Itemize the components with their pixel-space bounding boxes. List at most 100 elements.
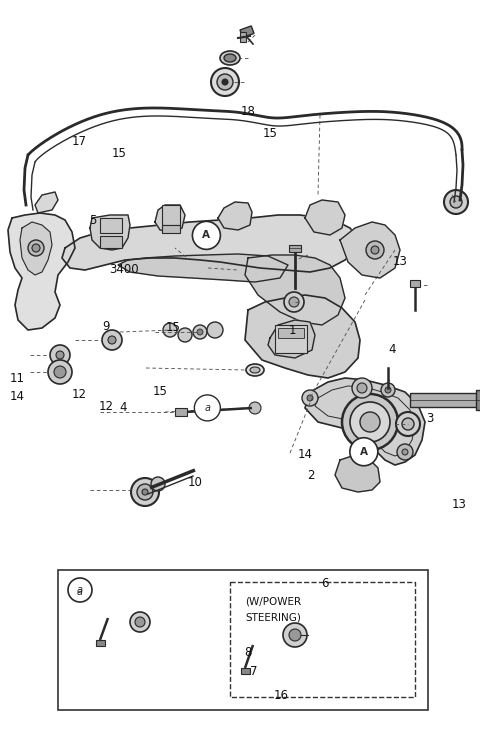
Circle shape [56, 351, 64, 359]
Circle shape [357, 383, 367, 393]
Circle shape [352, 378, 372, 398]
Bar [175, 408, 187, 416]
Ellipse shape [224, 54, 236, 62]
Polygon shape [305, 200, 345, 235]
Text: a: a [204, 403, 210, 413]
Text: 13: 13 [393, 255, 408, 268]
Text: 9: 9 [102, 319, 109, 333]
Circle shape [192, 221, 220, 249]
Circle shape [28, 240, 44, 256]
Text: 5: 5 [89, 214, 96, 227]
Bar [410, 280, 420, 287]
Bar [476, 390, 480, 410]
Text: 15: 15 [153, 385, 168, 398]
Text: 12: 12 [98, 400, 113, 413]
Circle shape [397, 444, 413, 460]
Polygon shape [90, 215, 130, 250]
Text: 14: 14 [298, 448, 312, 461]
Polygon shape [62, 215, 358, 272]
Circle shape [222, 79, 228, 85]
Text: 4: 4 [389, 343, 396, 356]
Circle shape [54, 366, 66, 378]
Circle shape [249, 402, 261, 414]
Circle shape [32, 244, 40, 252]
Circle shape [193, 325, 207, 339]
Bar [162, 225, 180, 233]
Text: 16: 16 [274, 689, 288, 702]
Bar [410, 393, 480, 407]
Polygon shape [118, 254, 288, 282]
Ellipse shape [220, 51, 240, 65]
Polygon shape [245, 255, 345, 325]
Circle shape [342, 394, 398, 450]
Circle shape [396, 412, 420, 436]
Circle shape [385, 387, 391, 393]
Bar [289, 245, 301, 252]
Text: 8: 8 [244, 645, 251, 659]
Bar [162, 205, 180, 225]
Text: 17: 17 [72, 135, 87, 148]
Polygon shape [340, 222, 400, 278]
Circle shape [284, 332, 300, 348]
Text: 15: 15 [263, 126, 278, 140]
Circle shape [302, 390, 318, 406]
Text: 7: 7 [250, 664, 257, 678]
Circle shape [402, 418, 414, 430]
Circle shape [371, 246, 379, 254]
Text: 15: 15 [111, 147, 126, 160]
Polygon shape [8, 213, 75, 330]
Circle shape [350, 402, 390, 442]
Bar [58, 570, 428, 710]
Text: A: A [360, 447, 368, 457]
Circle shape [360, 412, 380, 432]
Circle shape [163, 323, 177, 337]
Circle shape [381, 383, 395, 397]
Circle shape [151, 477, 165, 491]
Circle shape [283, 623, 307, 647]
Bar [240, 26, 254, 37]
Circle shape [211, 68, 239, 96]
Polygon shape [35, 192, 58, 213]
Circle shape [350, 438, 378, 466]
Polygon shape [335, 455, 380, 492]
Text: (W/POWER: (W/POWER [245, 597, 301, 607]
Circle shape [131, 478, 159, 506]
Polygon shape [268, 320, 315, 358]
Circle shape [307, 395, 313, 401]
Circle shape [68, 578, 92, 602]
Text: 10: 10 [187, 476, 202, 489]
Text: 18: 18 [241, 105, 256, 118]
Text: 14: 14 [10, 390, 24, 404]
Bar [100, 236, 122, 248]
Bar [96, 640, 105, 646]
Bar [241, 668, 250, 674]
Circle shape [48, 360, 72, 384]
Polygon shape [155, 205, 185, 232]
Circle shape [450, 196, 462, 208]
Polygon shape [305, 378, 425, 465]
Circle shape [366, 241, 384, 259]
Bar [240, 32, 246, 42]
Ellipse shape [250, 367, 260, 373]
Circle shape [194, 395, 220, 421]
Text: a: a [77, 587, 83, 597]
Bar [230, 582, 415, 697]
Text: 4: 4 [119, 401, 127, 414]
Circle shape [207, 322, 223, 338]
Circle shape [130, 612, 150, 632]
Bar [278, 328, 304, 338]
Circle shape [108, 336, 116, 344]
Circle shape [102, 330, 122, 350]
Ellipse shape [246, 364, 264, 376]
Text: 11: 11 [10, 372, 24, 385]
Circle shape [197, 329, 203, 335]
Text: 12: 12 [72, 388, 87, 401]
Circle shape [284, 292, 304, 312]
Text: 3400: 3400 [109, 262, 139, 276]
Polygon shape [20, 222, 52, 275]
Bar [275, 325, 307, 353]
Text: 2: 2 [307, 469, 315, 482]
Text: a: a [77, 585, 83, 595]
Circle shape [50, 345, 70, 365]
Text: 6: 6 [322, 577, 329, 590]
